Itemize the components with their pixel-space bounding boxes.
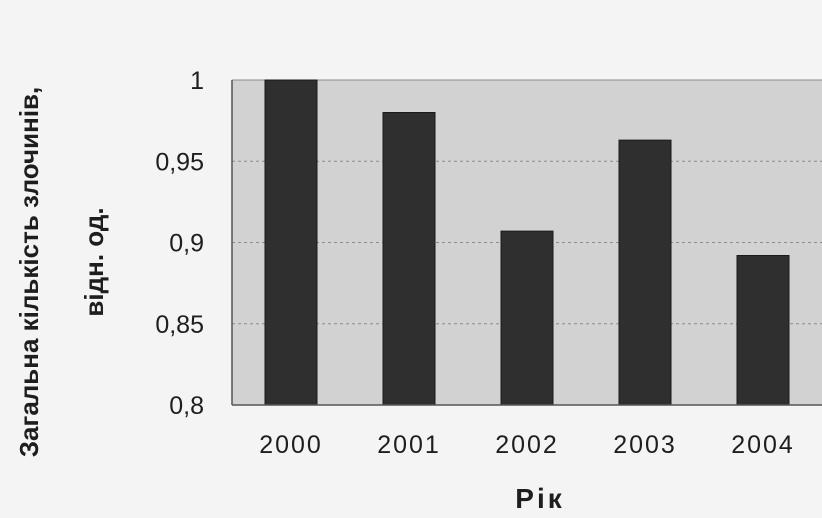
x-tick-label: 2001 — [377, 431, 441, 459]
x-axis-title: Рік — [515, 483, 564, 514]
x-tick-labels: 2000 2001 2002 2003 2004 — [259, 431, 795, 459]
y-tick-label: 1 — [190, 67, 204, 95]
y-tick-label: 0,9 — [169, 230, 204, 258]
x-tick-label: 2004 — [731, 431, 795, 459]
bar-2001 — [382, 112, 436, 406]
bars — [264, 79, 790, 406]
y-tick-label: 0,95 — [155, 148, 204, 176]
y-axis-title-line-2: відн. од. — [79, 207, 109, 316]
bar-2004 — [736, 255, 790, 406]
x-tick-label: 2002 — [495, 431, 559, 459]
bar-2000 — [264, 79, 318, 406]
y-tick-label: 0,8 — [169, 392, 204, 420]
y-tick-labels: 0,8 0,85 0,9 0,95 1 — [155, 67, 204, 420]
bar-2002 — [500, 230, 554, 406]
y-axis-title: Загальна кількість злочинів, — [14, 87, 44, 458]
x-tick-label: 2003 — [613, 431, 677, 459]
x-tick-label: 2000 — [259, 431, 323, 459]
y-axis-title-line-1: Загальна кількість злочинів, — [14, 87, 44, 458]
y-axis-unit: відн. од. — [79, 207, 109, 316]
y-tick-label: 0,85 — [155, 311, 204, 339]
bar-2003 — [618, 139, 672, 406]
